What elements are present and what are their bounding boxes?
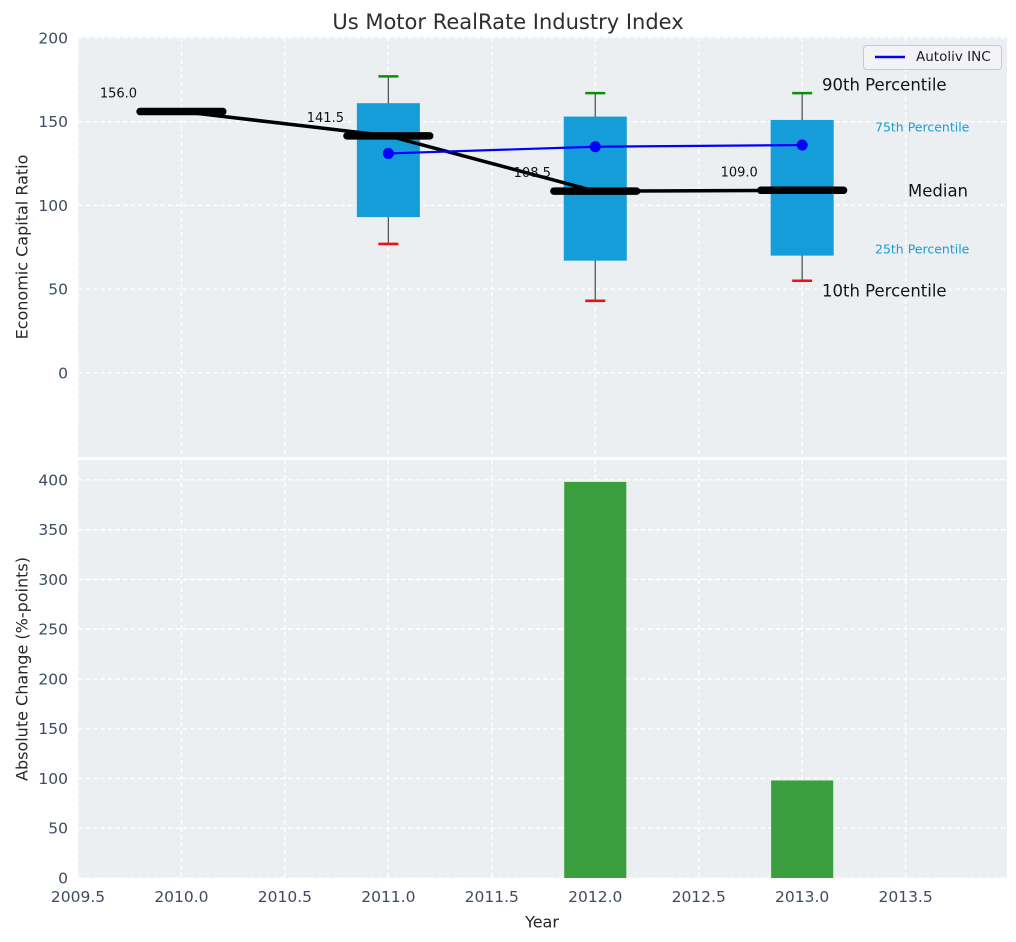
xtick-label: 2012.0 — [568, 888, 622, 906]
median-annotation: Median — [908, 181, 969, 201]
top-y-axis-label: Economic Capital Ratio — [12, 154, 32, 340]
company-point-2011[interactable] — [382, 147, 394, 159]
company-point-2012[interactable] — [589, 141, 601, 153]
xtick-label: 2011.5 — [465, 888, 519, 906]
median-value-label: 108.5 — [514, 166, 551, 181]
top-ytick-label: 0 — [58, 364, 68, 382]
top-ytick-label: 150 — [38, 113, 68, 131]
bottom-ytick-label: 250 — [38, 621, 68, 639]
p75-annotation: 75th Percentile — [875, 119, 970, 135]
top-ytick-label: 50 — [48, 281, 68, 299]
xtick-label: 2013.5 — [878, 888, 932, 906]
bottom-ytick-label: 100 — [38, 770, 68, 788]
median-value-label: 141.5 — [307, 111, 344, 126]
top-axes-background — [78, 37, 1007, 457]
bottom-y-axis-label: Absolute Change (%-points) — [12, 557, 32, 781]
median-line — [181, 109, 803, 193]
legend[interactable]: Autoliv INC — [863, 45, 1002, 70]
legend-label: Autoliv INC — [916, 49, 991, 65]
p25-annotation: 25th Percentile — [875, 241, 970, 257]
bottom-axes-background — [78, 460, 1007, 878]
bar-2013[interactable] — [771, 780, 834, 878]
xtick-label: 2009.5 — [51, 888, 105, 906]
legend-line-icon — [875, 55, 905, 59]
xtick-label: 2010.5 — [258, 888, 312, 906]
p90-annotation: 90th Percentile — [822, 75, 947, 95]
company-point-2013[interactable] — [796, 139, 808, 151]
percentile-box-2011[interactable] — [356, 103, 420, 218]
chart-title: Us Motor RealRate Industry Index — [332, 10, 684, 34]
bottom-ytick-label: 300 — [38, 571, 68, 589]
xtick-label: 2010.0 — [154, 888, 208, 906]
xtick-label: 2011.0 — [361, 888, 415, 906]
bottom-ytick-label: 400 — [38, 471, 68, 489]
top-ytick-label: 200 — [38, 29, 68, 47]
xtick-label: 2013.0 — [775, 888, 829, 906]
bar-2012[interactable] — [564, 481, 627, 878]
bottom-ytick-label: 200 — [38, 670, 68, 688]
median-value-label: 109.0 — [721, 165, 758, 180]
p10-annotation: 10th Percentile — [822, 281, 947, 301]
bottom-ytick-label: 0 — [58, 870, 68, 888]
median-value-label: 156.0 — [100, 87, 137, 102]
top-ytick-label: 100 — [38, 197, 68, 215]
bottom-ytick-label: 150 — [38, 720, 68, 738]
x-axis-label: Year — [525, 912, 559, 932]
bottom-ytick-label: 50 — [48, 820, 68, 838]
bottom-ytick-label: 350 — [38, 521, 68, 539]
xtick-label: 2012.5 — [672, 888, 726, 906]
